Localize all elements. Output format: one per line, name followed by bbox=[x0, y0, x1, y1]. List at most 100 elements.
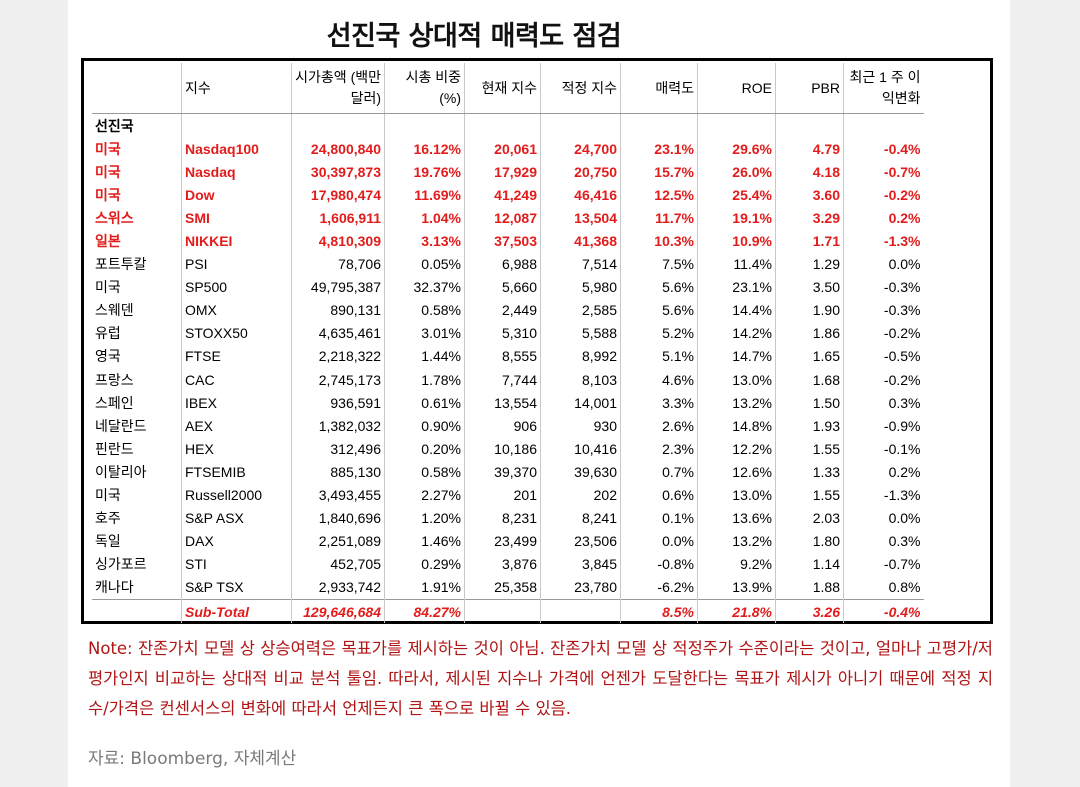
cell-country: 포트투칼 bbox=[95, 256, 147, 273]
cell-value: 0.05% bbox=[384, 252, 465, 276]
cell-value: 13.0% bbox=[697, 368, 776, 392]
cell-value: 1.44% bbox=[384, 344, 465, 369]
header-pbr: PBR bbox=[775, 63, 844, 114]
subtotal-value: 3.26 bbox=[775, 598, 844, 624]
cell-value: 1.71 bbox=[775, 229, 844, 253]
cell-value: 2,218,322 bbox=[291, 344, 385, 369]
cell-country: 스페인 bbox=[95, 394, 134, 411]
cell-country: 미국 bbox=[95, 163, 121, 180]
table-row: 독일 DAX 2,251,089 1.46% 23,499 23,506 0.0% 13.2%… bbox=[92, 529, 924, 553]
cell-value: 1.80 bbox=[775, 529, 844, 553]
cell-value: 3.60 bbox=[775, 183, 844, 207]
cell-value: 17,980,474 bbox=[291, 183, 385, 207]
cell-value: 906 bbox=[464, 414, 541, 438]
table-row: 호주 S&P ASX 1,840,696 1.20% 8,231 8,241 0.1% 13.… bbox=[92, 506, 924, 530]
cell-value: 5.1% bbox=[620, 344, 698, 369]
cell-index: HEX bbox=[181, 437, 292, 461]
table-row: 포트투칼 PSI 78,706 0.05% 6,988 7,514 7.5% 11.4% 1.2… bbox=[92, 252, 924, 276]
cell-value: 2,933,742 bbox=[291, 575, 385, 600]
cell-value: 1.55 bbox=[775, 437, 844, 461]
cell-value: 0.29% bbox=[384, 552, 465, 576]
cell-value: -0.3% bbox=[843, 298, 924, 322]
table-row: 스위스 SMI 1,606,911 1.04% 12,087 13,504 11.7% 19.… bbox=[92, 206, 924, 230]
header-country bbox=[92, 63, 182, 114]
cell-value: 2,449 bbox=[464, 298, 541, 322]
cell-value: 1.88 bbox=[775, 575, 844, 600]
section-row: 선진국 bbox=[92, 113, 924, 138]
cell-value: 4.18 bbox=[775, 160, 844, 184]
subtotal-value bbox=[540, 598, 621, 624]
cell-index: OMX bbox=[181, 298, 292, 322]
cell-value: 0.1% bbox=[620, 506, 698, 530]
cell-value: 5,980 bbox=[540, 275, 621, 299]
cell-value: 20,061 bbox=[464, 137, 541, 161]
cell-value: 10.3% bbox=[620, 229, 698, 253]
cell-value: 1.33 bbox=[775, 460, 844, 484]
cell-value: 41,368 bbox=[540, 229, 621, 253]
cell-value: 1.14 bbox=[775, 552, 844, 576]
subtotal-value bbox=[92, 598, 182, 624]
cell-value: 5,310 bbox=[464, 321, 541, 345]
cell-value: 1.65 bbox=[775, 344, 844, 369]
cell-value: 25.4% bbox=[697, 183, 776, 207]
table-row: 스웨덴 OMX 890,131 0.58% 2,449 2,585 5.6% 14.4% 1.9… bbox=[92, 298, 924, 322]
section-label: 선진국 bbox=[95, 117, 134, 134]
cell-value: 49,795,387 bbox=[291, 275, 385, 299]
cell-value: 312,496 bbox=[291, 437, 385, 461]
cell-value: 890,131 bbox=[291, 298, 385, 322]
header-row: 지수 시가총액 (백만 달러) 시총 비중 (%) 현재 지수 적정 지수 매력도 ROE P… bbox=[92, 63, 924, 114]
cell-value: 13,554 bbox=[464, 391, 541, 415]
cell-country: 미국 bbox=[95, 487, 121, 504]
cell-value: 24,700 bbox=[540, 137, 621, 161]
cell-value: 3,845 bbox=[540, 552, 621, 576]
source-caption: 자료: Bloomberg, 자체계산 bbox=[88, 749, 297, 769]
cell-value: 452,705 bbox=[291, 552, 385, 576]
cell-value: 10,416 bbox=[540, 437, 621, 461]
cell-value: 14.7% bbox=[697, 344, 776, 369]
cell-value: 15.7% bbox=[620, 160, 698, 184]
cell-value: 1.78% bbox=[384, 368, 465, 392]
table-frame: 지수 시가총액 (백만 달러) 시총 비중 (%) 현재 지수 적정 지수 매력도 ROE P… bbox=[81, 58, 993, 624]
cell-index: FTSE bbox=[181, 344, 292, 369]
cell-value: 0.58% bbox=[384, 298, 465, 322]
cell-index: DAX bbox=[181, 529, 292, 553]
cell-value: -0.5% bbox=[843, 344, 924, 369]
cell-value: 2,745,173 bbox=[291, 368, 385, 392]
cell-value: -0.7% bbox=[843, 552, 924, 576]
cell-index: FTSEMIB bbox=[181, 460, 292, 484]
cell-value: 1.04% bbox=[384, 206, 465, 230]
cell-country: 핀란드 bbox=[95, 440, 134, 457]
cell-value: 25,358 bbox=[464, 575, 541, 600]
cell-value: 19.1% bbox=[697, 206, 776, 230]
cell-value: 0.6% bbox=[620, 483, 698, 507]
cell-index: NIKKEI bbox=[181, 229, 292, 253]
header-current-index: 현재 지수 bbox=[464, 63, 541, 114]
cell-value: 8,103 bbox=[540, 368, 621, 392]
cell-value: 26.0% bbox=[697, 160, 776, 184]
cell-value: -0.4% bbox=[843, 137, 924, 161]
cell-value: 1.46% bbox=[384, 529, 465, 553]
cell-value: 13.0% bbox=[697, 483, 776, 507]
cell-country: 일본 bbox=[95, 233, 121, 250]
cell-value: -0.1% bbox=[843, 437, 924, 461]
table-row: 미국 Nasdaq100 24,800,840 16.12% 20,061 24,700 2… bbox=[92, 137, 924, 161]
cell-index: STI bbox=[181, 552, 292, 576]
cell-value: 201 bbox=[464, 483, 541, 507]
cell-value: 4,635,461 bbox=[291, 321, 385, 345]
subtotal-value: 129,646,684 bbox=[291, 598, 385, 624]
header-attractiveness: 매력도 bbox=[620, 63, 698, 114]
cell-value: 1.29 bbox=[775, 252, 844, 276]
cell-value: 2.3% bbox=[620, 437, 698, 461]
cell-value: 1.91% bbox=[384, 575, 465, 600]
cell-index: SP500 bbox=[181, 275, 292, 299]
cell-value: 1.50 bbox=[775, 391, 844, 415]
cell-value: 3.01% bbox=[384, 321, 465, 345]
cell-country: 스위스 bbox=[95, 209, 134, 226]
cell-value: 3,876 bbox=[464, 552, 541, 576]
cell-value: 7,744 bbox=[464, 368, 541, 392]
cell-value: 46,416 bbox=[540, 183, 621, 207]
cell-value: 23.1% bbox=[697, 275, 776, 299]
cell-index: Dow bbox=[181, 183, 292, 207]
cell-value: 936,591 bbox=[291, 391, 385, 415]
header-market-cap: 시가총액 (백만 달러) bbox=[291, 63, 385, 114]
